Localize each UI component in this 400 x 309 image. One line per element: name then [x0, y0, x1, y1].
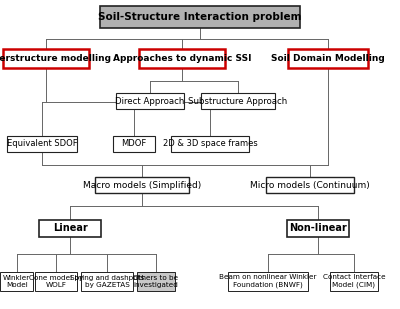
- Text: Direct Approach: Direct Approach: [115, 97, 185, 106]
- FancyBboxPatch shape: [139, 49, 225, 68]
- Text: Non-linear: Non-linear: [289, 223, 347, 233]
- Text: MDOF: MDOF: [121, 139, 147, 148]
- FancyBboxPatch shape: [3, 49, 89, 68]
- FancyBboxPatch shape: [287, 219, 349, 237]
- FancyBboxPatch shape: [95, 177, 189, 193]
- Text: Winkler
Model: Winkler Model: [3, 275, 30, 288]
- FancyBboxPatch shape: [116, 93, 184, 109]
- FancyBboxPatch shape: [137, 272, 175, 291]
- Text: Equivalent SDOF: Equivalent SDOF: [7, 139, 77, 148]
- Text: Cone model by
WOLF: Cone model by WOLF: [29, 275, 83, 288]
- FancyBboxPatch shape: [201, 93, 275, 109]
- FancyBboxPatch shape: [171, 136, 249, 152]
- FancyBboxPatch shape: [35, 272, 77, 291]
- Text: 2D & 3D space frames: 2D & 3D space frames: [163, 139, 257, 148]
- FancyBboxPatch shape: [266, 177, 354, 193]
- Text: Others to be
investigated: Others to be investigated: [134, 275, 178, 288]
- FancyBboxPatch shape: [228, 272, 308, 291]
- FancyBboxPatch shape: [7, 136, 77, 152]
- Text: Soil Domain Modelling: Soil Domain Modelling: [271, 54, 385, 63]
- Text: Substructure Approach: Substructure Approach: [188, 97, 288, 106]
- Text: Micro models (Continuum): Micro models (Continuum): [250, 181, 370, 190]
- FancyBboxPatch shape: [0, 272, 33, 291]
- FancyBboxPatch shape: [330, 272, 378, 291]
- Text: Beam on nonlinear Winkler
Foundation (BNWF): Beam on nonlinear Winkler Foundation (BN…: [219, 274, 317, 288]
- Text: Approaches to dynamic SSI: Approaches to dynamic SSI: [113, 54, 251, 63]
- FancyBboxPatch shape: [113, 136, 155, 152]
- FancyBboxPatch shape: [288, 49, 368, 68]
- Text: Linear: Linear: [53, 223, 87, 233]
- Text: Macro models (Simplified): Macro models (Simplified): [83, 181, 201, 190]
- FancyBboxPatch shape: [39, 219, 101, 237]
- FancyBboxPatch shape: [100, 6, 300, 28]
- FancyBboxPatch shape: [81, 272, 133, 291]
- Text: Spring and dashpots
by GAZETAS: Spring and dashpots by GAZETAS: [70, 275, 144, 288]
- Text: Soil-Structure Interaction problem: Soil-Structure Interaction problem: [98, 12, 302, 22]
- Text: Contact Interface
Model (CIM): Contact Interface Model (CIM): [323, 274, 385, 288]
- Text: Superstructure modelling: Superstructure modelling: [0, 54, 112, 63]
